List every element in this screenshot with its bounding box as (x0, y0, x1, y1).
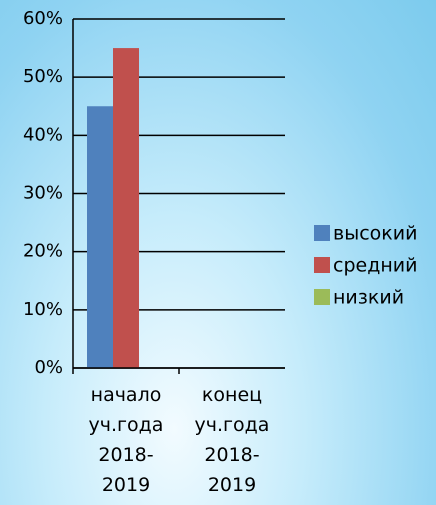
y-tick-label: 60% (23, 8, 63, 29)
y-tick-label: 0% (34, 357, 63, 378)
x-tick-label: начало уч.года 2018-2019 (88, 384, 164, 496)
bar (87, 106, 113, 368)
legend-swatch (314, 225, 330, 241)
y-tick-label: 40% (23, 124, 63, 145)
x-tick-label: конец уч.года 2018-2019 (194, 384, 270, 496)
legend-swatch (314, 289, 330, 305)
legend-label: средний (333, 255, 417, 277)
bar (113, 48, 139, 368)
y-tick-label: 30% (23, 183, 63, 204)
y-tick-label: 10% (23, 299, 63, 320)
legend-label: низкий (333, 287, 404, 309)
legend-label: высокий (333, 223, 417, 245)
y-tick-label: 50% (23, 66, 63, 87)
y-tick-label: 20% (23, 241, 63, 262)
legend-swatch (314, 257, 330, 273)
